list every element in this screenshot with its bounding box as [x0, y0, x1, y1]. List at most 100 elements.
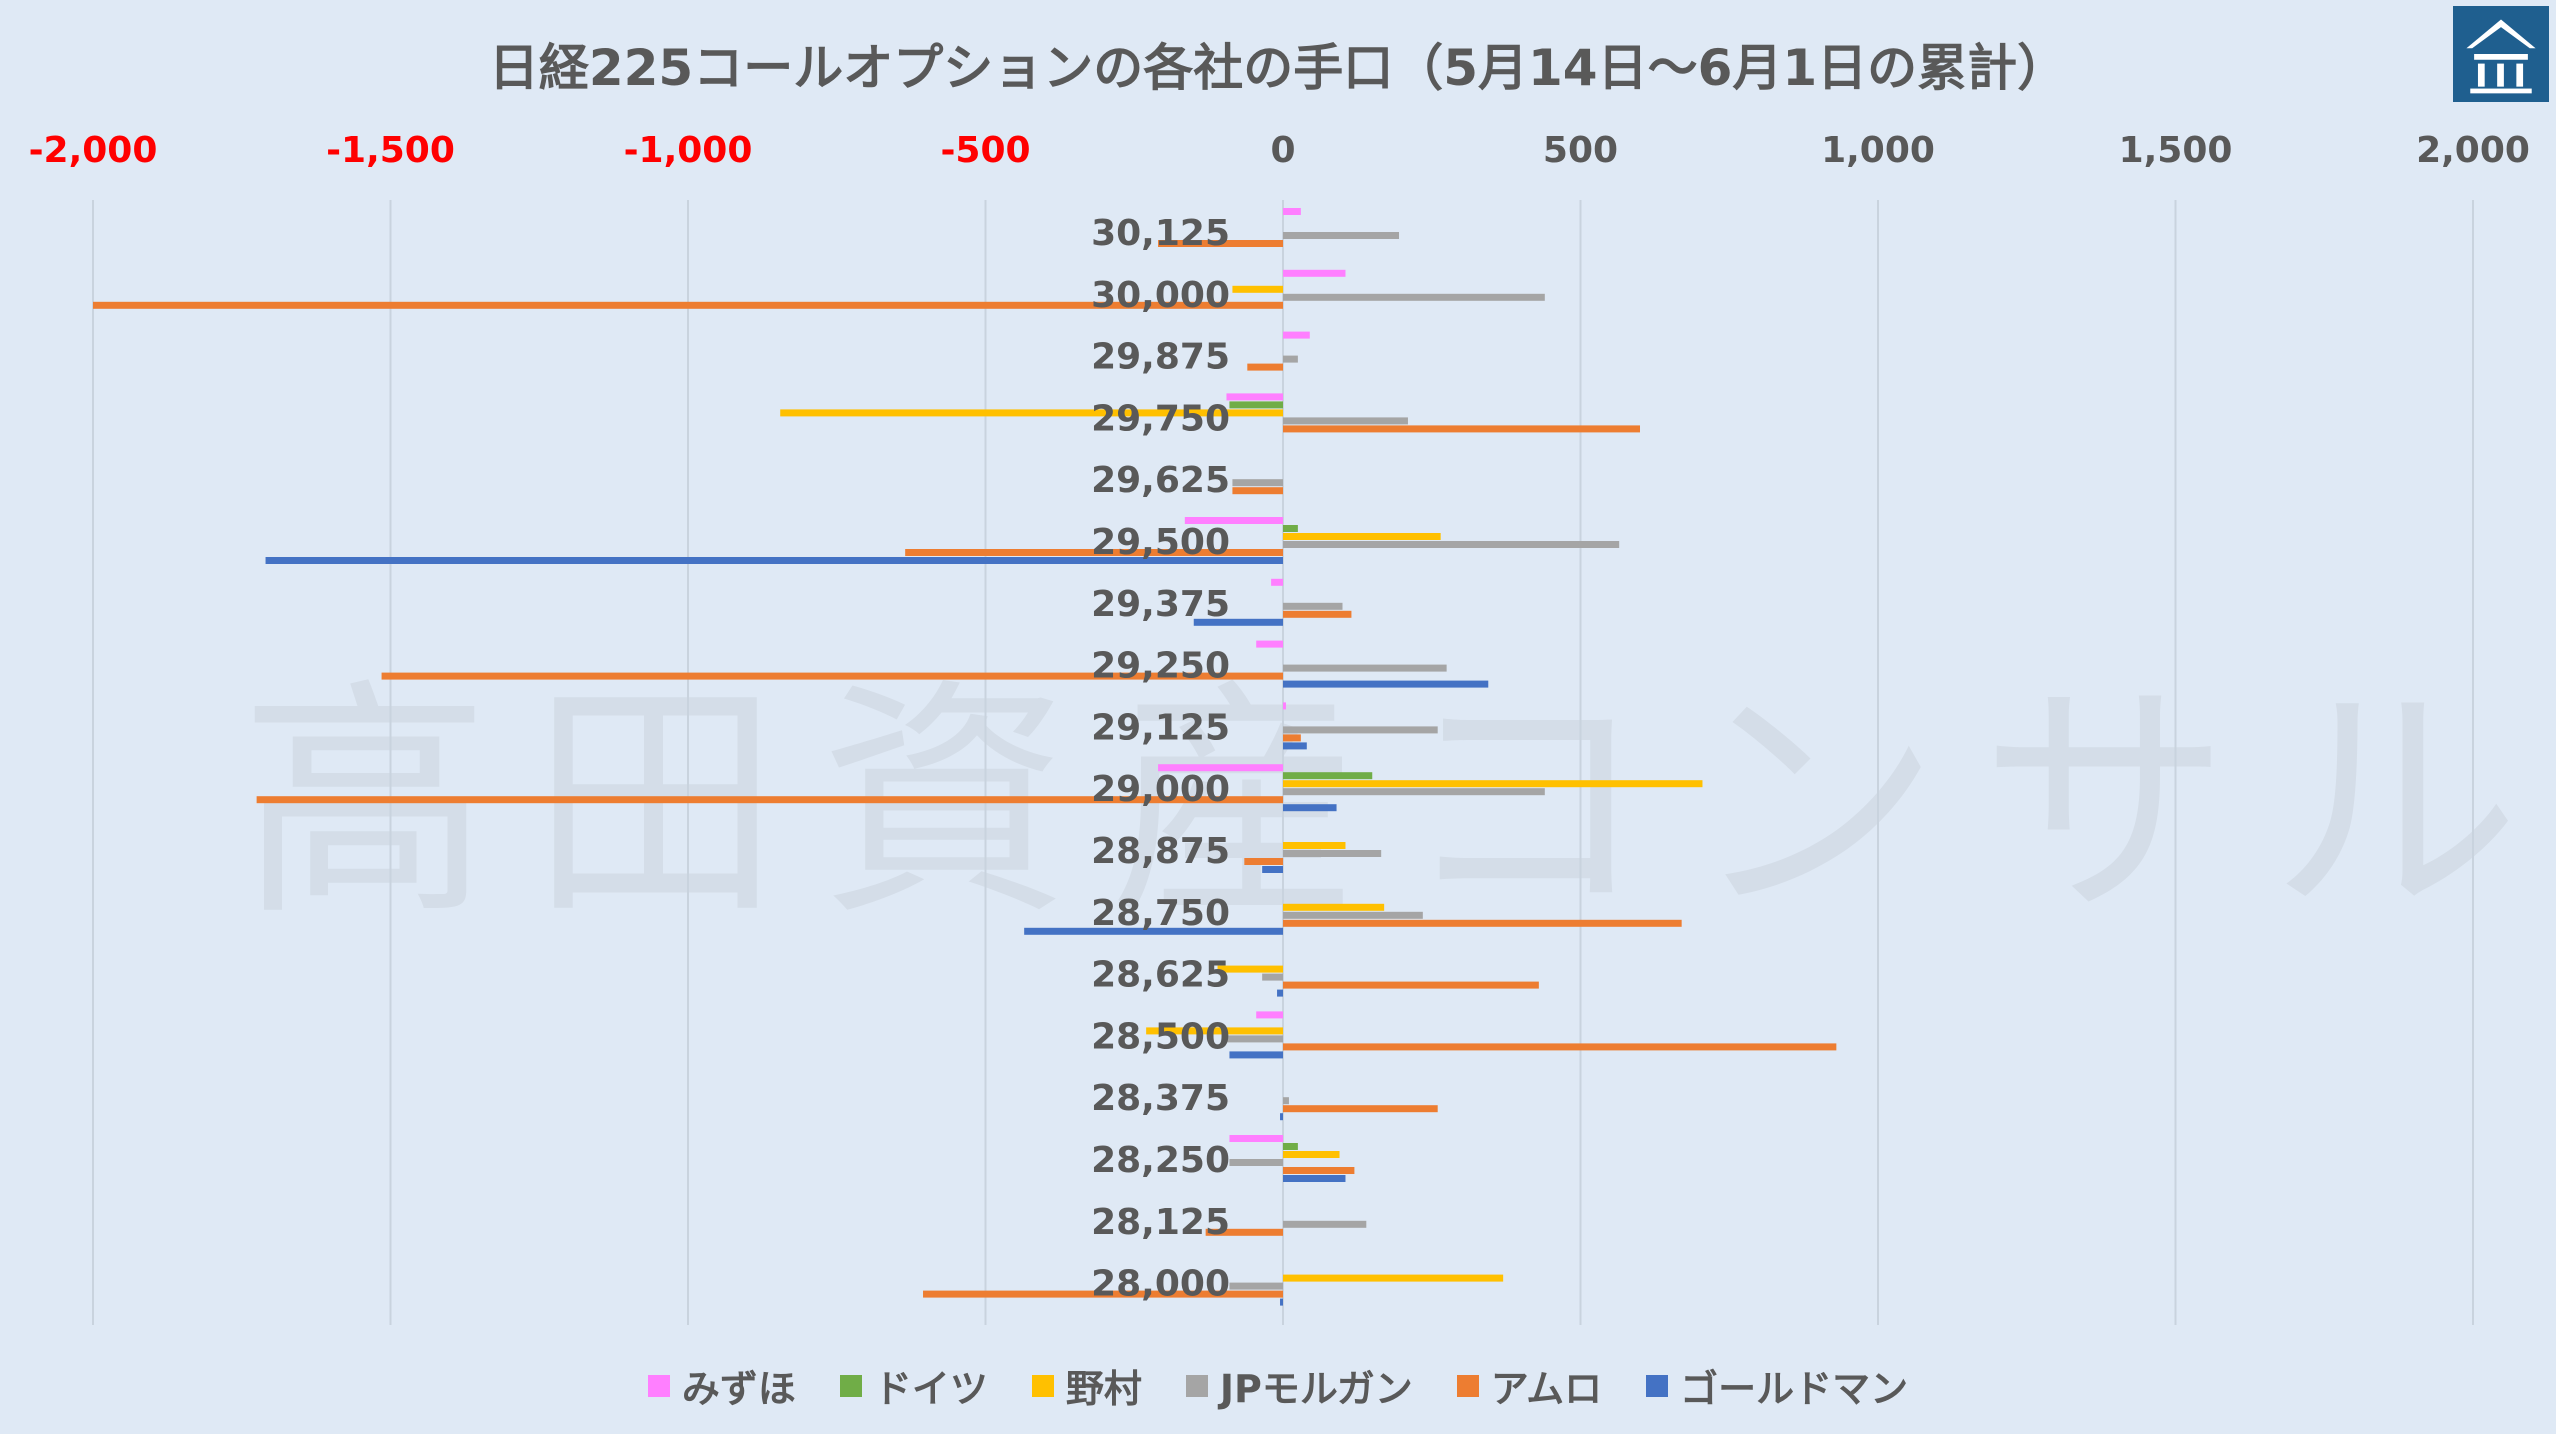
category-label: 28,125 [1091, 1202, 1230, 1243]
legend-swatch [1456, 1374, 1479, 1397]
bar [1232, 487, 1283, 495]
bar [1283, 680, 1489, 688]
category-label: 29,750 [1091, 398, 1230, 439]
bar [1205, 1228, 1283, 1236]
bar [1229, 1282, 1283, 1290]
bar [1184, 517, 1283, 524]
bar [1158, 240, 1283, 247]
bar [923, 1290, 1283, 1298]
bar [1232, 479, 1283, 487]
category-label: 28,000 [1091, 1264, 1230, 1305]
bar [1262, 973, 1283, 981]
bar [905, 549, 1283, 556]
category-label: 28,250 [1091, 1140, 1230, 1181]
legend-swatch [1031, 1374, 1054, 1397]
category-label: 28,375 [1091, 1078, 1230, 1119]
bar [1283, 1274, 1504, 1282]
bar [1229, 1159, 1283, 1166]
bar [1283, 772, 1373, 780]
bar [1247, 363, 1283, 371]
building-logo-icon [2453, 6, 2549, 102]
bar [1283, 780, 1703, 788]
bar [1283, 331, 1310, 339]
bar [1283, 232, 1400, 239]
bar [1283, 742, 1307, 750]
x-tick-label: 0 [1270, 130, 1295, 171]
legend-label: ゴールドマン [1680, 1367, 1909, 1411]
legend-label: JPモルガン [1219, 1367, 1413, 1411]
bar [1262, 866, 1283, 873]
bar [1283, 602, 1343, 610]
bar [1283, 903, 1385, 911]
bar [1283, 1151, 1340, 1158]
bar [1283, 919, 1682, 927]
bar [1283, 533, 1441, 540]
legend-swatch [1185, 1374, 1208, 1397]
bar [1229, 1051, 1283, 1059]
legend-swatch [647, 1374, 670, 1397]
bar [1256, 1011, 1283, 1019]
category-label: 29,250 [1091, 646, 1230, 687]
chart-title: 日経225コールオプションの各社の手口（5月14日～6月1日の累計） [488, 39, 2068, 97]
x-tick-label: -2,000 [29, 130, 158, 171]
bar [1283, 425, 1640, 433]
bar [1232, 285, 1283, 293]
bar [1226, 1035, 1283, 1043]
bar [1226, 393, 1283, 401]
category-label: 28,625 [1091, 955, 1230, 996]
legend-item: アムロ [1456, 1358, 1603, 1413]
bar [1283, 1043, 1837, 1051]
bar [1283, 804, 1337, 812]
bar [1283, 911, 1423, 919]
bar [93, 301, 1283, 309]
category-label: 29,875 [1091, 337, 1230, 378]
category-label: 29,000 [1091, 769, 1230, 810]
category-label: 30,000 [1091, 275, 1230, 316]
legend-item: JPモルガン [1185, 1358, 1413, 1413]
bar [1283, 355, 1298, 363]
bar [1283, 788, 1545, 796]
bar [1283, 981, 1539, 989]
bar [1244, 858, 1283, 865]
category-label: 29,625 [1091, 460, 1230, 501]
x-tick-label: 500 [1543, 130, 1618, 171]
bar [780, 409, 1283, 417]
category-label: 28,750 [1091, 893, 1230, 934]
bar [1217, 965, 1283, 973]
x-tick-label: -1,000 [624, 130, 753, 171]
bar [1024, 927, 1283, 935]
bar [1283, 726, 1438, 734]
category-label: 30,125 [1091, 213, 1230, 254]
bar [1283, 208, 1301, 215]
legend-label: アムロ [1490, 1367, 1603, 1411]
bar [1277, 989, 1283, 997]
category-label: 28,875 [1091, 831, 1230, 872]
bar [1158, 764, 1283, 772]
legend-label: みずほ [681, 1367, 796, 1411]
legend-item: ゴールドマン [1646, 1358, 1908, 1413]
bar [1229, 1135, 1283, 1142]
legend-swatch [1646, 1374, 1669, 1397]
bar [1283, 417, 1408, 425]
bar [1280, 1298, 1283, 1306]
bar [381, 672, 1283, 680]
bar [1283, 1175, 1346, 1182]
x-tick-label: 1,000 [1821, 130, 1935, 171]
legend-label: ドイツ [873, 1367, 988, 1411]
bar [1283, 541, 1620, 548]
legend-item: みずほ [647, 1358, 796, 1413]
bar [1283, 1105, 1438, 1113]
bar [1271, 578, 1283, 586]
bar [1229, 401, 1283, 409]
chart-legend: みずほ ドイツ 野村 JPモルガン アムロ ゴールドマン [0, 1358, 2556, 1413]
bar [1280, 1113, 1283, 1121]
bar [256, 796, 1283, 804]
bar [1193, 618, 1283, 626]
bar [1283, 1097, 1289, 1105]
x-tick-label: -1,500 [326, 130, 455, 171]
bar [1283, 610, 1352, 618]
bar [1146, 1027, 1283, 1035]
legend-item: 野村 [1031, 1358, 1142, 1413]
bar [1283, 842, 1346, 849]
